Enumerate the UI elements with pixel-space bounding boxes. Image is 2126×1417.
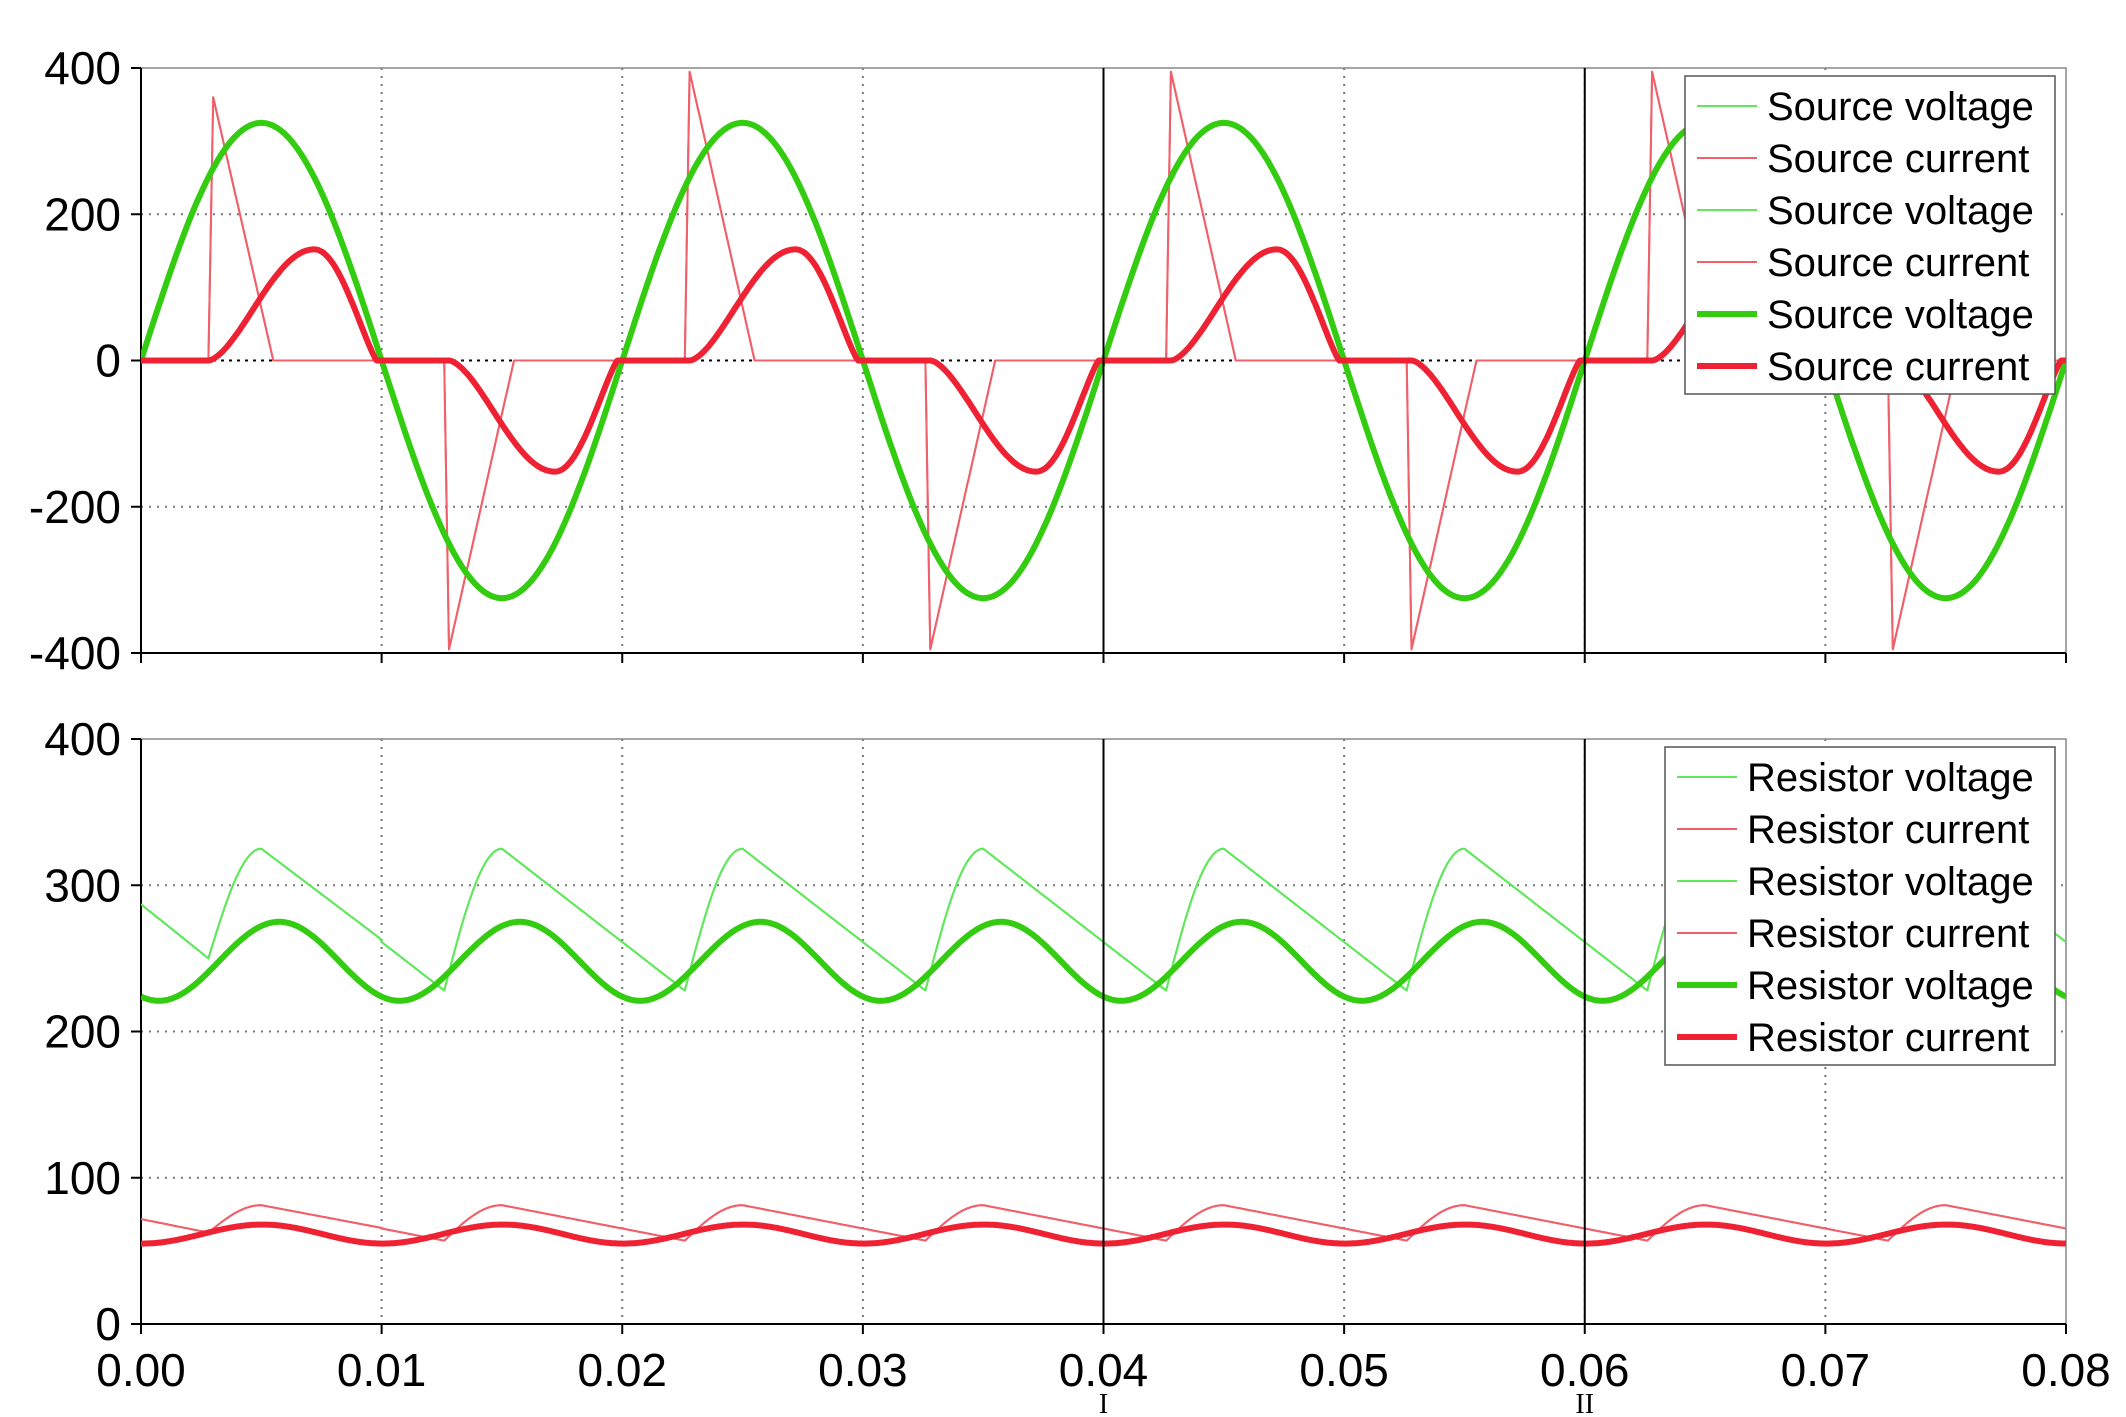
legend-entry: Resistor voltage — [1747, 964, 2034, 1008]
cursor-lines[interactable]: I II — [1099, 68, 1594, 1417]
x-tick-label: 0.03 — [818, 1344, 908, 1396]
y-tick-label: -200 — [29, 481, 121, 533]
y-tick-label: 200 — [44, 188, 121, 240]
x-tick-label: 0.07 — [1781, 1344, 1871, 1396]
legend-entry: Resistor voltage — [1747, 860, 2034, 904]
y-tick-label: 400 — [44, 42, 121, 94]
x-tick-label: 0.06 — [1540, 1344, 1630, 1396]
x-tick-label: 0.01 — [337, 1344, 427, 1396]
legend-entry: Source current — [1767, 241, 2029, 285]
legend-entry: Resistor voltage — [1747, 756, 2034, 800]
top-panel: 400 200 0 -200 -400 Source voltage Source curr… — [29, 42, 2067, 679]
legend-entry: Resistor current — [1747, 912, 2029, 956]
y-tick-label: 200 — [44, 1006, 121, 1058]
legend-entry: Source current — [1767, 345, 2029, 389]
y-tick-label: 300 — [44, 859, 121, 911]
x-tick-label: 0.00 — [96, 1344, 186, 1396]
cursor-label: II — [1575, 1389, 1594, 1417]
legend-entry: Source voltage — [1767, 85, 2034, 129]
bottom-panel: 400 300 200 100 00.00 0.01 0.02 0.03 0.04 0.05 0.0… — [44, 713, 2111, 1396]
y-tick-label: 0 — [95, 335, 121, 387]
legend-entry: Resistor current — [1747, 1016, 2029, 1060]
legend-entry: Source voltage — [1767, 293, 2034, 337]
y-tick-label: 0 — [95, 1298, 121, 1350]
legend-box — [1664, 746, 2056, 1066]
x-tick-label: 0.08 — [2021, 1344, 2111, 1396]
legend-entry: Source current — [1767, 137, 2029, 181]
legend: Resistor voltage Resistor current Resistor… — [1664, 746, 2056, 1066]
legend-entry: Resistor current — [1747, 808, 2029, 852]
x-tick-label: 0.05 — [1299, 1344, 1389, 1396]
x-tick-label: 0.04 — [1059, 1344, 1149, 1396]
y-tick-label: 400 — [44, 713, 121, 765]
legend: Source voltage Source current Source volta… — [1684, 75, 2056, 395]
y-tick-label: -400 — [29, 627, 121, 679]
cursor-label: I — [1099, 1389, 1108, 1417]
legend-entry: Source voltage — [1767, 189, 2034, 233]
y-tick-label: 100 — [44, 1152, 121, 1204]
x-tick-label: 0.02 — [577, 1344, 667, 1396]
legend-box — [1684, 75, 2056, 395]
